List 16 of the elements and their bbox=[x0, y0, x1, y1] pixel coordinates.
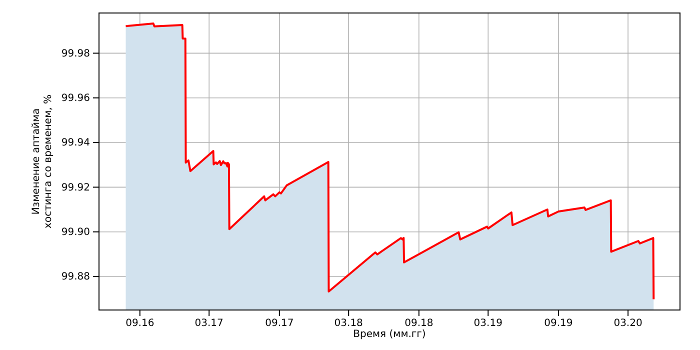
x-tick-label: 03.17 bbox=[194, 318, 224, 330]
x-tick-label: 03.18 bbox=[334, 318, 363, 330]
y-tick-label: 99.94 bbox=[61, 138, 90, 149]
x-tick-label: 09.19 bbox=[544, 318, 573, 330]
y-tick-label: 99.88 bbox=[61, 272, 90, 283]
x-tick-label: 03.20 bbox=[614, 318, 642, 330]
y-tick-label: 99.92 bbox=[61, 182, 90, 194]
x-tick-label: 09.16 bbox=[126, 318, 154, 330]
y-tick-label: 99.98 bbox=[61, 48, 90, 60]
x-tick-label: 09.18 bbox=[404, 318, 434, 330]
y-tick-label: 99.96 bbox=[61, 93, 90, 104]
y-axis-title: Изменение аптайма хостинга со временем, % bbox=[31, 94, 54, 228]
x-axis-title: Время (мм.гг) bbox=[353, 329, 426, 340]
x-tick-label: 09.17 bbox=[265, 318, 294, 330]
y-tick-label: 99.90 bbox=[61, 227, 90, 238]
x-tick-label: 03.19 bbox=[474, 318, 502, 330]
